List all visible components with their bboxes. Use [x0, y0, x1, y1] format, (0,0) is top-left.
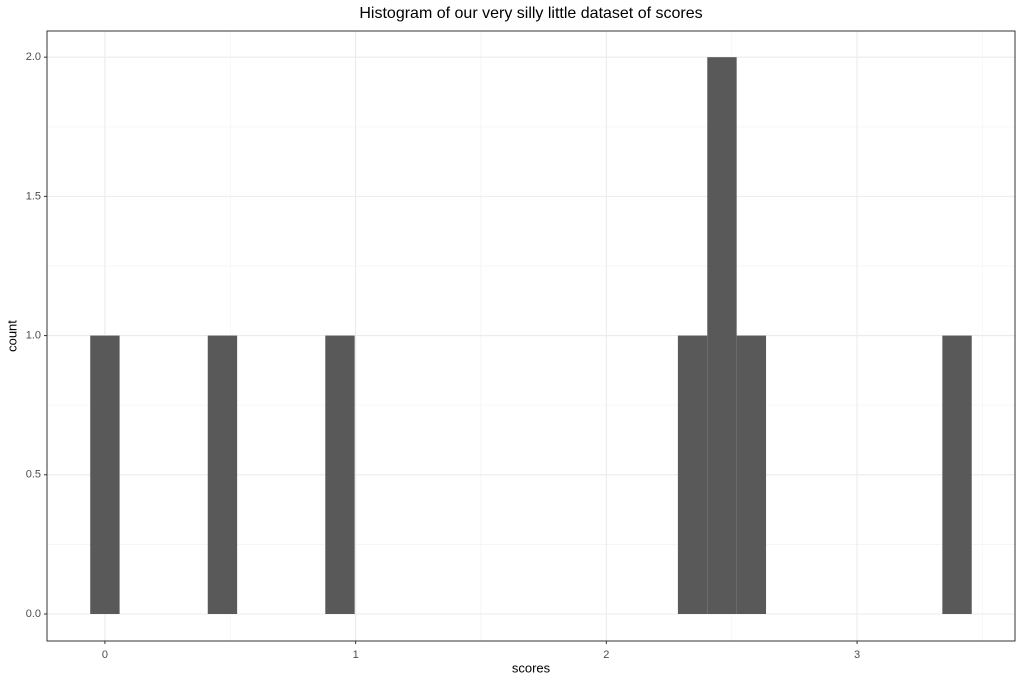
x-tick-label: 2 — [603, 649, 609, 661]
x-tick-label: 1 — [353, 649, 359, 661]
bar — [677, 335, 708, 614]
y-tick-label: 0.0 — [26, 608, 41, 620]
y-tick-label: 0.5 — [26, 469, 41, 481]
y-axis-title: count — [4, 320, 19, 352]
y-tick-label: 1.0 — [26, 329, 41, 341]
x-tick-label: 0 — [102, 649, 108, 661]
chart-title: Histogram of our very silly little datas… — [359, 5, 702, 22]
bar — [736, 335, 767, 614]
y-tick-label: 2.0 — [26, 51, 41, 63]
bar — [325, 335, 355, 614]
panel-border — [46, 30, 1016, 642]
bar — [207, 335, 238, 614]
y-tick-label: 1.5 — [26, 190, 41, 202]
x-tick-label: 3 — [854, 649, 860, 661]
bar — [90, 335, 120, 614]
bar — [942, 335, 972, 614]
x-axis-title: scores — [512, 660, 551, 675]
bar — [707, 57, 737, 614]
